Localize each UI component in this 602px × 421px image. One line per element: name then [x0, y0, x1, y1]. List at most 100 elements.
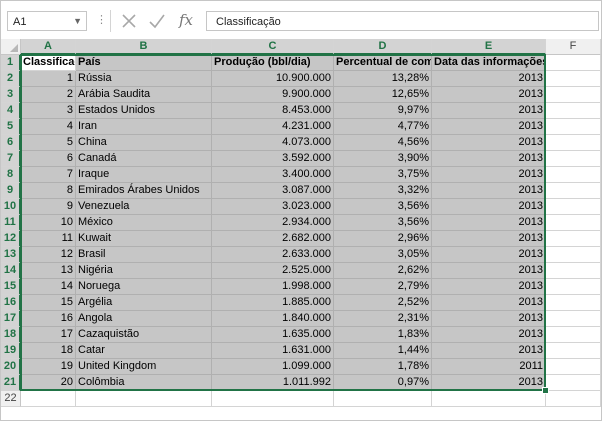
table-cell[interactable]: Kuwait	[76, 231, 212, 247]
table-cell[interactable]: 3.592.000	[212, 151, 334, 167]
table-cell[interactable]: China	[76, 135, 212, 151]
table-cell[interactable]	[546, 231, 601, 247]
table-cell[interactable]	[432, 391, 546, 407]
column-header-f[interactable]: F	[546, 39, 601, 55]
table-cell[interactable]: 1.840.000	[212, 311, 334, 327]
header-cell[interactable]: Percentual de com	[334, 55, 432, 71]
table-cell[interactable]	[546, 87, 601, 103]
name-box[interactable]: A1 ▼	[7, 11, 87, 31]
header-cell[interactable]: Data das informações	[432, 55, 546, 71]
table-cell[interactable]: 9.900.000	[212, 87, 334, 103]
table-cell[interactable]: 1.099.000	[212, 359, 334, 375]
table-cell[interactable]: 2,79%	[334, 279, 432, 295]
table-cell[interactable]: 3,32%	[334, 183, 432, 199]
table-cell[interactable]: 2013	[432, 103, 546, 119]
table-cell[interactable]	[546, 295, 601, 311]
row-header-8[interactable]: 8	[1, 167, 21, 183]
table-cell[interactable]: 19	[21, 359, 76, 375]
table-cell[interactable]: Noruega	[76, 279, 212, 295]
table-cell[interactable]: 1,44%	[334, 343, 432, 359]
table-cell[interactable]: Brasil	[76, 247, 212, 263]
chevron-down-icon[interactable]: ▼	[73, 16, 82, 26]
table-cell[interactable]: 2013	[432, 311, 546, 327]
table-cell[interactable]: 12,65%	[334, 87, 432, 103]
table-cell[interactable]: 4,56%	[334, 135, 432, 151]
table-cell[interactable]	[546, 215, 601, 231]
table-cell[interactable]: 2,62%	[334, 263, 432, 279]
table-cell[interactable]: 1.631.000	[212, 343, 334, 359]
table-cell[interactable]: 3,90%	[334, 151, 432, 167]
table-cell[interactable]: 2013	[432, 135, 546, 151]
table-cell[interactable]	[546, 311, 601, 327]
row-header-21[interactable]: 21	[1, 375, 21, 391]
table-cell[interactable]	[546, 375, 601, 391]
table-cell[interactable]: 3	[21, 103, 76, 119]
select-all-button[interactable]	[1, 39, 21, 55]
table-cell[interactable]: 2013	[432, 119, 546, 135]
table-cell[interactable]: 1.011.992	[212, 375, 334, 391]
row-header-19[interactable]: 19	[1, 343, 21, 359]
table-cell[interactable]: 7	[21, 167, 76, 183]
table-cell[interactable]: 2013	[432, 263, 546, 279]
table-cell[interactable]: 2,31%	[334, 311, 432, 327]
table-cell[interactable]: 1.635.000	[212, 327, 334, 343]
table-cell[interactable]: 11	[21, 231, 76, 247]
table-cell[interactable]: 2013	[432, 295, 546, 311]
fx-icon[interactable]: fx	[178, 11, 193, 29]
table-cell[interactable]: 2,96%	[334, 231, 432, 247]
check-icon[interactable]	[147, 11, 167, 31]
table-cell[interactable]: 2,52%	[334, 295, 432, 311]
table-cell[interactable]: 2013	[432, 199, 546, 215]
row-header-9[interactable]: 9	[1, 183, 21, 199]
table-cell[interactable]: 2013	[432, 183, 546, 199]
table-cell[interactable]	[546, 279, 601, 295]
table-cell[interactable]: 3,75%	[334, 167, 432, 183]
row-header-10[interactable]: 10	[1, 199, 21, 215]
table-cell[interactable]: Colômbia	[76, 375, 212, 391]
table-cell[interactable]: 15	[21, 295, 76, 311]
table-cell[interactable]: 2.934.000	[212, 215, 334, 231]
table-cell[interactable]	[546, 199, 601, 215]
table-cell[interactable]: 10.900.000	[212, 71, 334, 87]
row-header-5[interactable]: 5	[1, 119, 21, 135]
table-cell[interactable]: 6	[21, 151, 76, 167]
table-cell[interactable]: Nigéria	[76, 263, 212, 279]
column-header-d[interactable]: D	[334, 39, 432, 55]
table-cell[interactable]: 17	[21, 327, 76, 343]
column-header-a[interactable]: A	[21, 39, 76, 55]
table-cell[interactable]: Arábia Saudita	[76, 87, 212, 103]
table-cell[interactable]: 2.633.000	[212, 247, 334, 263]
table-cell[interactable]: 1.998.000	[212, 279, 334, 295]
table-cell[interactable]: 2	[21, 87, 76, 103]
table-cell[interactable]: 1.885.000	[212, 295, 334, 311]
table-cell[interactable]: 10	[21, 215, 76, 231]
table-cell[interactable]: 2.525.000	[212, 263, 334, 279]
table-cell[interactable]: 4,77%	[334, 119, 432, 135]
table-cell[interactable]	[546, 55, 601, 71]
column-header-c[interactable]: C	[212, 39, 334, 55]
column-header-e[interactable]: E	[432, 39, 546, 55]
table-cell[interactable]: 2013	[432, 343, 546, 359]
header-cell[interactable]: Classificação	[21, 55, 76, 71]
row-header-18[interactable]: 18	[1, 327, 21, 343]
table-cell[interactable]: 2013	[432, 375, 546, 391]
row-header-4[interactable]: 4	[1, 103, 21, 119]
header-cell[interactable]: País	[76, 55, 212, 71]
table-cell[interactable]	[546, 327, 601, 343]
table-cell[interactable]: 9	[21, 199, 76, 215]
table-cell[interactable]	[546, 263, 601, 279]
formula-input[interactable]: Classificação	[206, 11, 599, 31]
table-cell[interactable]	[546, 359, 601, 375]
table-cell[interactable]: United Kingdom	[76, 359, 212, 375]
table-cell[interactable]: 8.453.000	[212, 103, 334, 119]
row-header-2[interactable]: 2	[1, 71, 21, 87]
table-cell[interactable]	[546, 343, 601, 359]
table-cell[interactable]: 5	[21, 135, 76, 151]
table-cell[interactable]	[21, 391, 76, 407]
table-cell[interactable]: Cazaquistão	[76, 327, 212, 343]
table-cell[interactable]: 2013	[432, 327, 546, 343]
table-cell[interactable]: 2013	[432, 231, 546, 247]
table-cell[interactable]: Angola	[76, 311, 212, 327]
table-cell[interactable]	[546, 119, 601, 135]
table-cell[interactable]: 16	[21, 311, 76, 327]
